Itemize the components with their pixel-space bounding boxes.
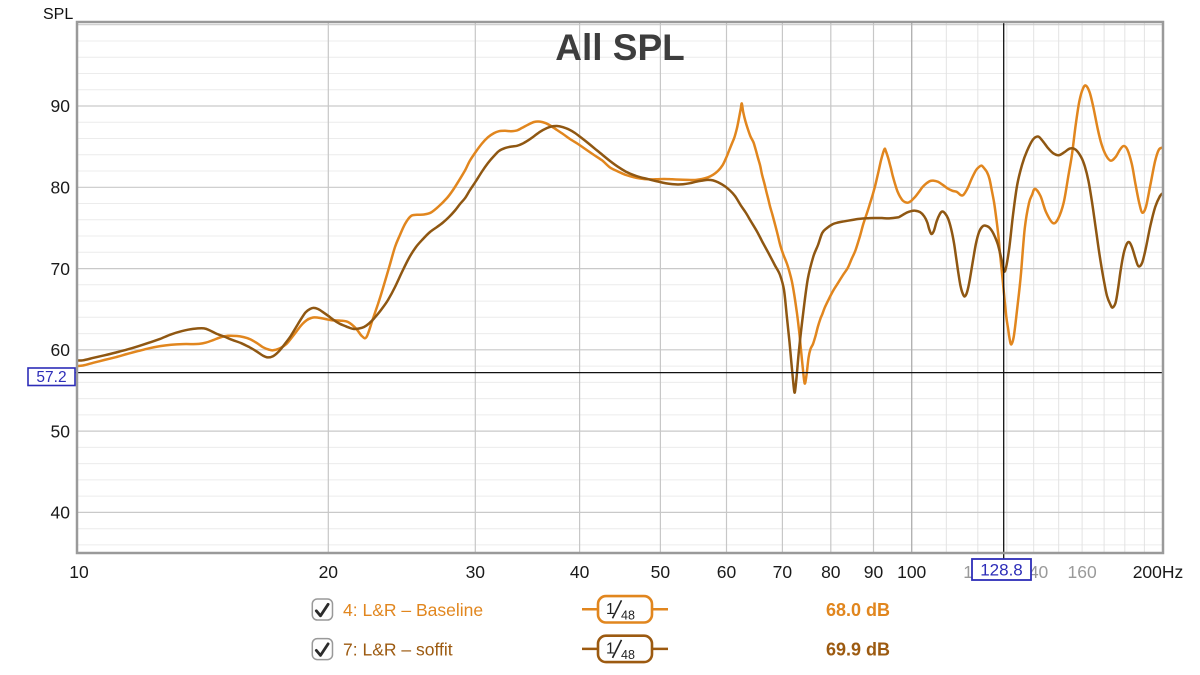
svg-text:7: L&R – soffit: 7: L&R – soffit [343,640,453,660]
svg-text:60: 60 [717,562,737,582]
svg-text:200Hz: 200Hz [1133,562,1184,582]
svg-text:90: 90 [51,96,71,116]
svg-text:1: 1 [606,601,615,618]
svg-text:All SPL: All SPL [555,27,685,68]
svg-text:50: 50 [51,421,71,441]
svg-text:48: 48 [621,648,635,662]
svg-text:70: 70 [773,562,793,582]
svg-text:48: 48 [621,608,635,622]
svg-text:50: 50 [651,562,671,582]
svg-text:128.8: 128.8 [980,561,1023,580]
svg-text:68.0 dB: 68.0 dB [826,600,890,620]
svg-text:1: 1 [606,640,615,657]
svg-text:10: 10 [69,562,89,582]
svg-text:20: 20 [319,562,339,582]
svg-text:60: 60 [51,340,71,360]
svg-text:90: 90 [864,562,884,582]
svg-text:80: 80 [821,562,841,582]
svg-text:SPL: SPL [43,6,73,23]
svg-text:40: 40 [51,503,71,523]
svg-text:40: 40 [570,562,590,582]
svg-text:4: L&R – Baseline: 4: L&R – Baseline [343,600,483,620]
svg-text:69.9 dB: 69.9 dB [826,640,890,660]
svg-text:30: 30 [466,562,486,582]
svg-text:160: 160 [1067,562,1096,582]
svg-text:80: 80 [51,177,71,197]
svg-text:70: 70 [51,259,71,279]
svg-text:57.2: 57.2 [36,369,66,386]
svg-text:100: 100 [897,562,926,582]
